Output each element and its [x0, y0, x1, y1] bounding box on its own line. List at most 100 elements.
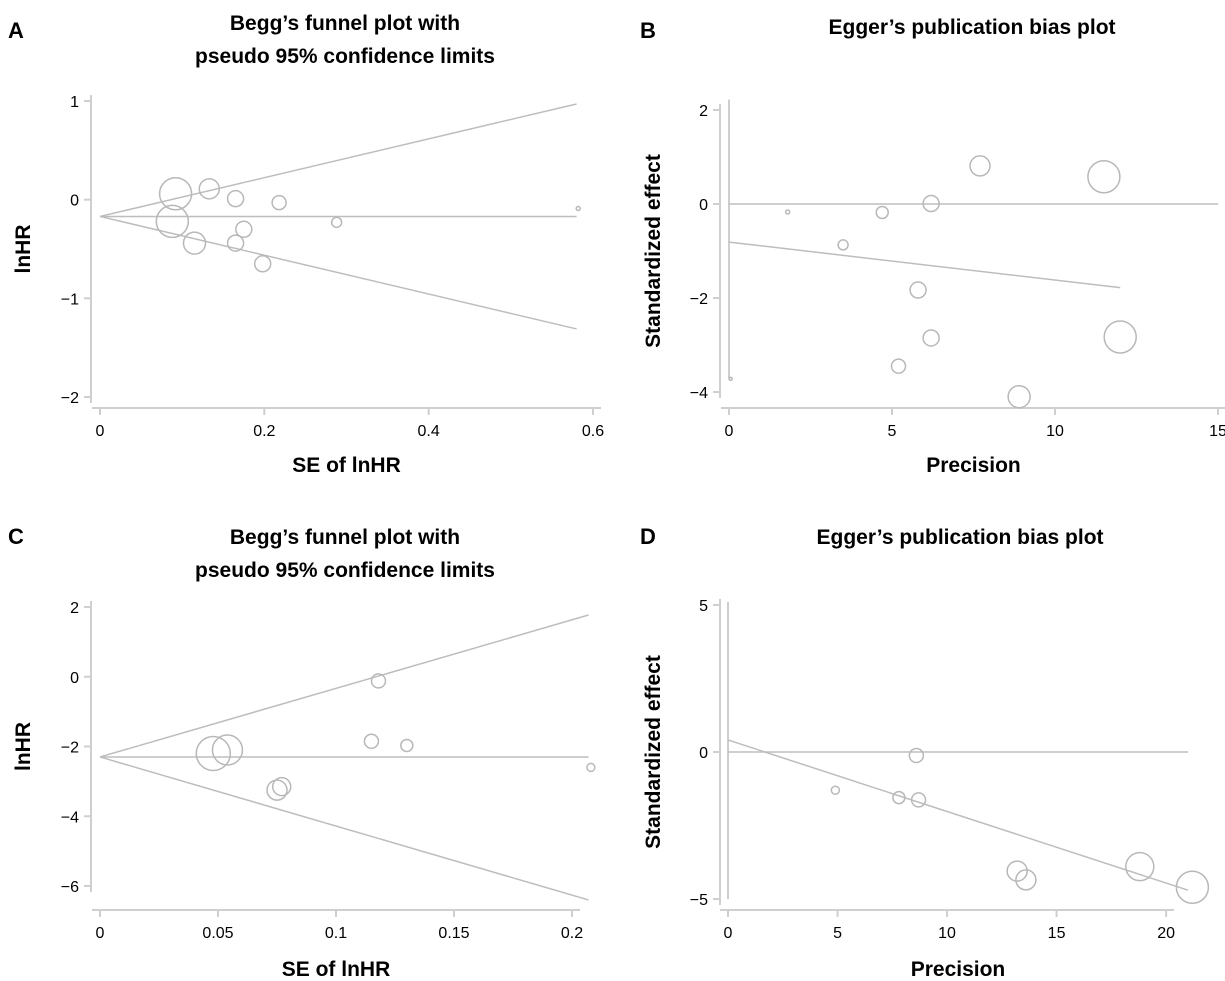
- upper-limit-line: [99, 614, 589, 758]
- chart-title-line: pseudo 95% confidence limits: [195, 45, 495, 68]
- x-tick-label: 0: [724, 925, 733, 942]
- study-point: [195, 735, 232, 772]
- study-point: [875, 205, 889, 220]
- study-point: [198, 178, 221, 200]
- panel-letter: C: [8, 524, 24, 549]
- upper-limit-line: [99, 103, 577, 218]
- y-axis-label: lnHR: [12, 722, 35, 771]
- study-point: [909, 281, 927, 299]
- y-tick-label: 2: [70, 600, 79, 617]
- regression-line: [727, 739, 1189, 891]
- study-point: [784, 209, 791, 215]
- x-axis-label: Precision: [926, 454, 1021, 477]
- study-point: [830, 785, 841, 795]
- y-tick-label: −1: [61, 291, 79, 308]
- x-tick-label: 0: [96, 423, 105, 440]
- study-point: [158, 176, 193, 211]
- y-tick-label: 1: [70, 94, 79, 111]
- chart-title-line: Begg’s funnel plot with: [230, 526, 460, 549]
- study-point: [226, 234, 245, 252]
- y-tick-label: −6: [61, 879, 79, 896]
- study-point: [266, 779, 288, 801]
- study-point: [1007, 384, 1031, 409]
- panel-b: B Egger’s publication bias plot 2 0 −2 −4 0 5 10…: [640, 16, 1225, 477]
- study-point: [1015, 869, 1037, 891]
- study-point: [728, 376, 733, 382]
- study-point: [330, 216, 343, 229]
- lower-limit-line: [99, 215, 577, 330]
- y-tick-label: −5: [690, 892, 708, 909]
- x-tick-label: 10: [938, 925, 956, 942]
- x-tick-label: 0.6: [582, 423, 604, 440]
- panel-d: D Egger’s publication bias plot 5 0 −5 0 5 10 15…: [640, 524, 1210, 981]
- study-point: [211, 734, 244, 766]
- study-point: [253, 255, 272, 273]
- panel-a: A Begg’s funnel plot with pseudo 95% confi…: [8, 12, 604, 477]
- panel-c: C Begg’s funnel plot with pseudo 95% confi…: [8, 524, 596, 981]
- x-tick-label: 5: [833, 925, 842, 942]
- study-point: [1125, 851, 1155, 882]
- x-axis-label: SE of lnHR: [282, 958, 391, 981]
- y-tick-label: 0: [699, 197, 708, 214]
- study-point: [1087, 159, 1121, 194]
- panel-letter: D: [640, 524, 656, 549]
- x-tick-label: 20: [1157, 925, 1175, 942]
- y-tick-label: −4: [690, 385, 708, 402]
- study-point: [182, 231, 207, 255]
- x-tick-label: 0.05: [202, 925, 233, 942]
- x-tick-label: 0.4: [418, 423, 440, 440]
- panel-letter: A: [8, 18, 24, 43]
- x-tick-label: 0.2: [253, 423, 275, 440]
- study-point: [969, 155, 991, 177]
- study-point: [1006, 860, 1028, 882]
- lower-limit-line: [99, 756, 589, 901]
- study-point: [910, 792, 927, 808]
- study-point: [922, 329, 940, 347]
- study-point: [235, 220, 253, 239]
- x-tick-label: 0: [96, 925, 105, 942]
- y-tick-label: −4: [61, 809, 79, 826]
- chart-title-line: Egger’s publication bias plot: [828, 16, 1115, 39]
- study-point: [370, 673, 387, 689]
- study-point: [271, 776, 292, 797]
- regression-line: [728, 241, 1121, 289]
- study-point: [837, 239, 849, 251]
- y-tick-label: 0: [70, 670, 79, 687]
- x-tick-label: 15: [1209, 423, 1225, 440]
- x-tick-label: 0.2: [561, 925, 583, 942]
- y-axis-label: Standardized effect: [642, 655, 665, 849]
- x-tick-label: 5: [888, 423, 897, 440]
- x-tick-label: 15: [1048, 925, 1066, 942]
- x-tick-label: 0: [725, 423, 734, 440]
- y-axis-label: Standardized effect: [642, 154, 665, 348]
- study-point: [400, 738, 414, 753]
- y-tick-label: −2: [61, 390, 79, 407]
- x-axis-label: SE of lnHR: [292, 454, 401, 477]
- chart-title-line: Begg’s funnel plot with: [230, 12, 460, 35]
- study-point: [363, 733, 380, 750]
- y-tick-label: −2: [690, 291, 708, 308]
- y-axis-label: lnHR: [12, 225, 35, 274]
- x-axis-label: Precision: [911, 958, 1006, 981]
- study-point: [586, 762, 596, 773]
- panel-letter: B: [640, 18, 656, 43]
- y-tick-label: 0: [70, 193, 79, 210]
- study-point: [908, 747, 925, 764]
- study-point: [575, 205, 581, 212]
- x-tick-label: 10: [1046, 423, 1064, 440]
- study-point: [155, 204, 190, 239]
- x-tick-label: 0.1: [325, 925, 347, 942]
- study-point: [1175, 870, 1210, 904]
- x-tick-label: 0.15: [438, 925, 469, 942]
- study-point: [892, 790, 906, 805]
- study-point: [1103, 320, 1137, 354]
- y-tick-label: 2: [699, 103, 708, 120]
- chart-title-line: pseudo 95% confidence limits: [195, 559, 495, 582]
- study-point: [226, 189, 245, 208]
- chart-title-line: Egger’s publication bias plot: [816, 526, 1103, 549]
- y-tick-label: −2: [61, 740, 79, 757]
- y-tick-label: 0: [699, 745, 708, 762]
- study-point: [922, 194, 940, 213]
- study-point: [890, 358, 907, 374]
